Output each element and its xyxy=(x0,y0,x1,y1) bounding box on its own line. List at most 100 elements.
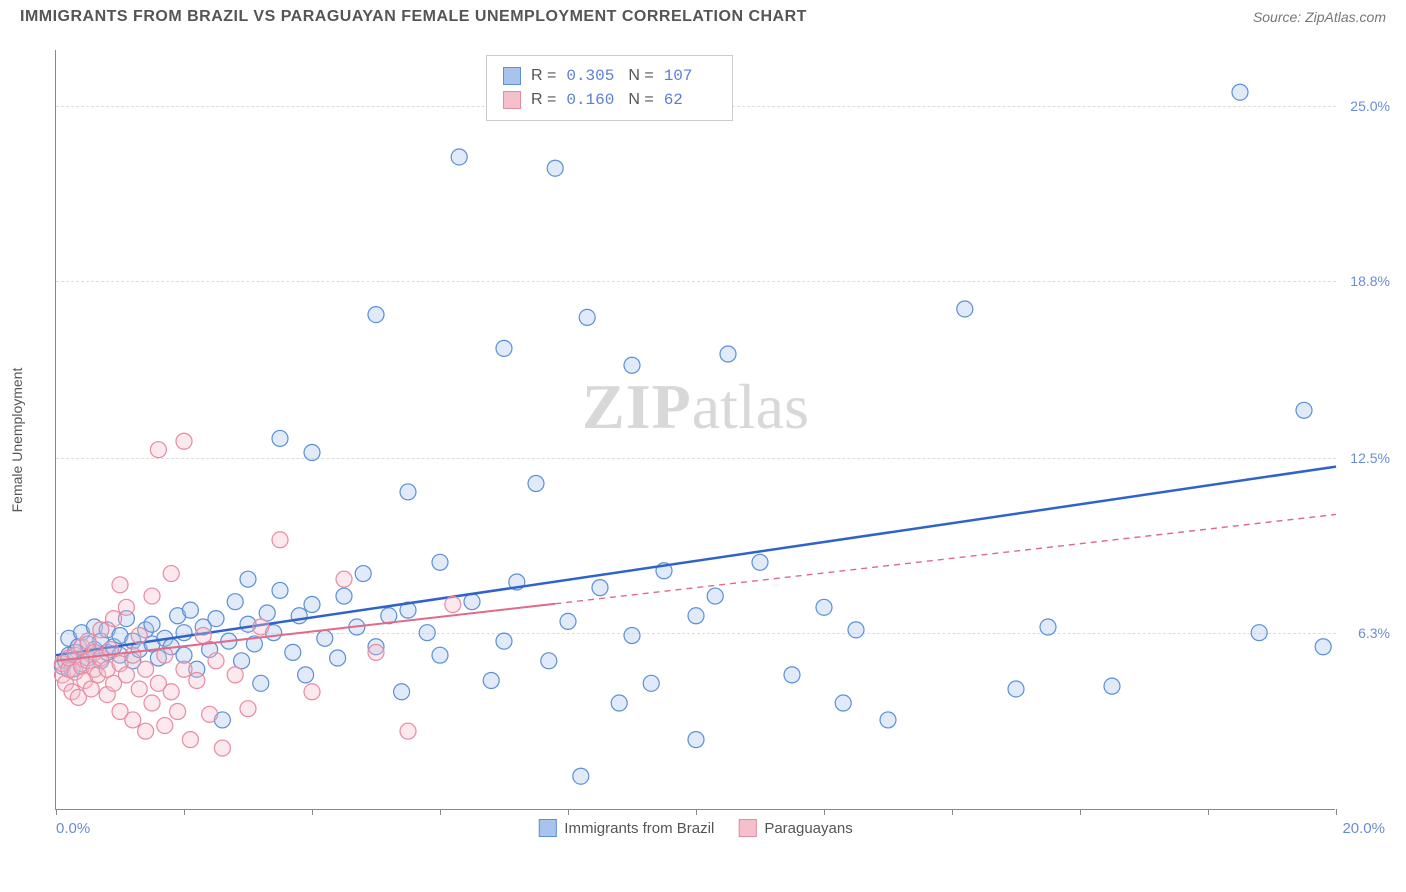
data-point xyxy=(112,577,128,593)
stats-r-value-2: 0.160 xyxy=(566,88,618,112)
trend-line xyxy=(56,467,1336,656)
xtick xyxy=(1336,809,1337,815)
data-point xyxy=(144,695,160,711)
data-point xyxy=(707,588,723,604)
data-point xyxy=(688,732,704,748)
xtick xyxy=(184,809,185,815)
data-point xyxy=(227,667,243,683)
data-point xyxy=(106,611,122,627)
source-attribution: Source: ZipAtlas.com xyxy=(1253,9,1386,25)
data-point xyxy=(752,554,768,570)
data-point xyxy=(432,647,448,663)
stats-r-label-1: R = xyxy=(531,64,556,88)
data-point xyxy=(125,712,141,728)
xaxis-label-left: 0.0% xyxy=(56,820,90,837)
data-point xyxy=(400,484,416,500)
data-point xyxy=(272,582,288,598)
data-point xyxy=(547,160,563,176)
data-point xyxy=(298,667,314,683)
yaxis-title: Female Unemployment xyxy=(9,368,25,513)
data-point xyxy=(560,613,576,629)
data-point xyxy=(138,661,154,677)
xtick xyxy=(952,809,953,815)
stats-n-label-2: N = xyxy=(628,88,653,112)
stats-n-value-2: 62 xyxy=(664,88,716,112)
data-point xyxy=(125,647,141,663)
data-point xyxy=(720,346,736,362)
data-point xyxy=(253,675,269,691)
data-point xyxy=(541,653,557,669)
data-point xyxy=(214,740,230,756)
data-point xyxy=(496,340,512,356)
data-point xyxy=(285,644,301,660)
data-point xyxy=(182,602,198,618)
data-point xyxy=(624,357,640,373)
data-point xyxy=(368,644,384,660)
stats-swatch-1 xyxy=(503,67,521,85)
ytick-label: 6.3% xyxy=(1358,625,1390,641)
data-point xyxy=(253,619,269,635)
data-point xyxy=(419,625,435,641)
data-point xyxy=(227,594,243,610)
data-point xyxy=(496,633,512,649)
data-point xyxy=(330,650,346,666)
xtick xyxy=(1208,809,1209,815)
data-point xyxy=(848,622,864,638)
scatter-svg xyxy=(56,50,1336,810)
xtick xyxy=(696,809,697,815)
chart-header: IMMIGRANTS FROM BRAZIL VS PARAGUAYAN FEM… xyxy=(0,0,1406,30)
data-point xyxy=(93,622,109,638)
series-legend: Immigrants from Brazil Paraguayans xyxy=(538,819,852,837)
stats-swatch-2 xyxy=(503,91,521,109)
data-point xyxy=(304,445,320,461)
data-point xyxy=(176,433,192,449)
xtick xyxy=(56,809,57,815)
data-point xyxy=(957,301,973,317)
data-point xyxy=(157,718,173,734)
data-point xyxy=(688,608,704,624)
data-point xyxy=(163,566,179,582)
data-point xyxy=(336,588,352,604)
data-point xyxy=(182,732,198,748)
data-point xyxy=(240,701,256,717)
data-point xyxy=(624,627,640,643)
ytick-label: 25.0% xyxy=(1350,98,1390,114)
data-point xyxy=(150,442,166,458)
xtick xyxy=(824,809,825,815)
data-point xyxy=(1008,681,1024,697)
data-point xyxy=(272,532,288,548)
data-point xyxy=(611,695,627,711)
legend-label-paraguay: Paraguayans xyxy=(764,820,852,837)
data-point xyxy=(368,307,384,323)
data-point xyxy=(445,597,461,613)
stats-legend: R = 0.305 N = 107 R = 0.160 N = 62 xyxy=(486,55,733,121)
legend-swatch-paraguay xyxy=(738,819,756,837)
data-point xyxy=(400,723,416,739)
data-point xyxy=(643,675,659,691)
plot-area: ZIPatlas 6.3%12.5%18.8%25.0% R = 0.305 N… xyxy=(55,50,1335,810)
data-point xyxy=(880,712,896,728)
chart-title: IMMIGRANTS FROM BRAZIL VS PARAGUAYAN FEM… xyxy=(20,8,807,26)
data-point xyxy=(195,627,211,643)
chart-container: Female Unemployment ZIPatlas 6.3%12.5%18… xyxy=(55,50,1385,830)
data-point xyxy=(202,706,218,722)
xaxis-label-right: 20.0% xyxy=(1342,820,1385,837)
data-point xyxy=(144,616,160,632)
data-point xyxy=(394,684,410,700)
data-point xyxy=(451,149,467,165)
data-point xyxy=(464,594,480,610)
data-point xyxy=(1040,619,1056,635)
data-point xyxy=(432,554,448,570)
stats-n-label-1: N = xyxy=(628,64,653,88)
data-point xyxy=(784,667,800,683)
data-point xyxy=(163,684,179,700)
xtick xyxy=(440,809,441,815)
data-point xyxy=(131,681,147,697)
legend-item-paraguay: Paraguayans xyxy=(738,819,852,837)
data-point xyxy=(304,684,320,700)
ytick-label: 12.5% xyxy=(1350,450,1390,466)
data-point xyxy=(272,430,288,446)
stats-r-value-1: 0.305 xyxy=(566,64,618,88)
stats-r-label-2: R = xyxy=(531,88,556,112)
data-point xyxy=(144,588,160,604)
